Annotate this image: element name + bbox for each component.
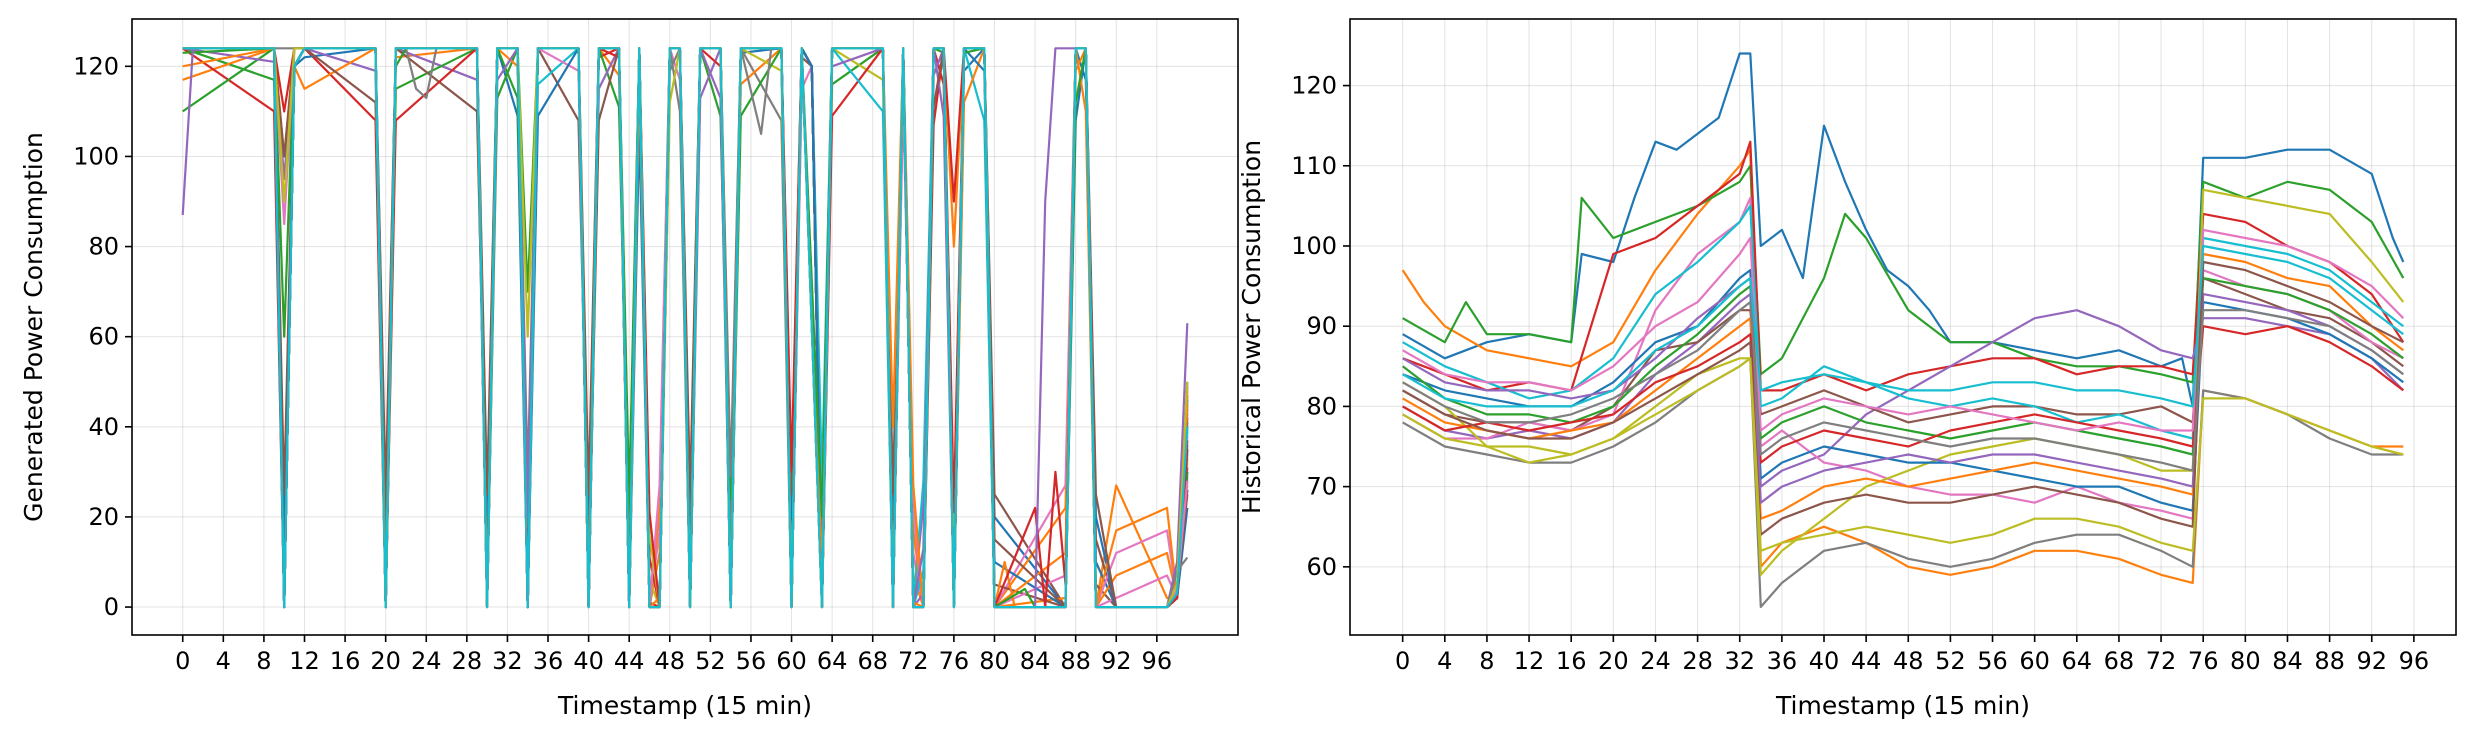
series-line (1402, 204, 2404, 440)
x-tick-label: 96 (2399, 647, 2430, 675)
x-tick-label: 16 (1556, 647, 1587, 675)
x-tick-label: 0 (1395, 647, 1410, 675)
y-tick-label: 70 (1306, 473, 1337, 501)
x-tick-label: 32 (1724, 647, 1755, 675)
y-axis-label: Historical Power Consumption (1237, 140, 1266, 514)
x-tick-label: 28 (1682, 647, 1713, 675)
x-tick-label: 76 (2188, 647, 2219, 675)
y-tick-label: 120 (1291, 72, 1337, 100)
series-line (1402, 164, 2405, 384)
x-tick-label: 60 (2019, 647, 2050, 675)
x-tick-label: 92 (1101, 647, 1132, 675)
x-tick-label: 64 (817, 647, 848, 675)
x-tick-label: 8 (256, 647, 271, 675)
series-line (1402, 277, 2404, 504)
plot-frame (1349, 18, 2457, 636)
x-tick-label: 40 (573, 647, 604, 675)
y-tick-label: 40 (88, 413, 119, 441)
x-tick-label: 52 (1935, 647, 1966, 675)
x-tick-label: 76 (939, 647, 970, 675)
x-tick-label: 60 (776, 647, 807, 675)
x-tick-label: 24 (1640, 647, 1671, 675)
x-tick-label: 32 (492, 647, 523, 675)
y-tick-label: 90 (1306, 312, 1337, 340)
x-tick-label: 56 (1977, 647, 2008, 675)
x-tick-label: 96 (1142, 647, 1173, 675)
x-tick-label: 4 (216, 647, 231, 675)
x-tick-label: 0 (175, 647, 190, 675)
x-tick-label: 72 (898, 647, 929, 675)
x-tick-label: 40 (1809, 647, 1840, 675)
x-axis-label: Timestamp (15 min) (557, 691, 812, 720)
x-tick-label: 64 (2062, 647, 2093, 675)
x-tick-label: 48 (655, 647, 686, 675)
series-line (1402, 325, 2404, 464)
x-tick-label: 52 (695, 647, 726, 675)
series-line (1402, 277, 2404, 456)
x-tick-label: 8 (1479, 647, 1494, 675)
x-tick-label: 88 (2314, 647, 2345, 675)
series-line (1402, 260, 2404, 536)
y-tick-label: 60 (1306, 553, 1337, 581)
series-line (182, 47, 1189, 609)
y-tick-label: 100 (1291, 232, 1337, 260)
series-line (1402, 140, 2405, 392)
x-tick-label: 12 (1514, 647, 1545, 675)
x-tick-label: 72 (2146, 647, 2177, 675)
x-tick-label: 20 (370, 647, 401, 675)
x-tick-label: 4 (1437, 647, 1452, 675)
generated-power-chart: 0 4 8 12 16 20 24 28 32 36 40 44 48 52 56 60 64 68 72 76 80 8… (19, 18, 1239, 720)
x-tick-label: 80 (979, 647, 1010, 675)
series-line (1402, 357, 2404, 608)
x-tick-label: 16 (330, 647, 361, 675)
y-tick-label: 0 (104, 593, 119, 621)
y-tick-label: 100 (73, 142, 119, 170)
x-tick-label: 56 (736, 647, 767, 675)
y-tick-label: 60 (88, 323, 119, 351)
y-tick-label: 80 (1306, 392, 1337, 420)
x-tick-label: 92 (2356, 647, 2387, 675)
x-axis-label: Timestamp (15 min) (1775, 691, 2030, 720)
series-line (1402, 228, 2405, 432)
x-tick-label: 24 (411, 647, 442, 675)
x-tick-label: 12 (289, 647, 320, 675)
x-tick-label: 68 (2104, 647, 2135, 675)
x-tick-label: 44 (1851, 647, 1882, 675)
plot-frame (131, 18, 1239, 636)
x-tick-label: 36 (1767, 647, 1798, 675)
series-line (1402, 252, 2404, 520)
historical-power-chart: 0 4 8 12 16 20 24 28 32 36 40 44 48 52 56 60 64 68 72 76 80 8… (1237, 18, 2457, 720)
x-tick-label: 28 (452, 647, 483, 675)
y-axis-label: Generated Power Consumption (19, 132, 48, 522)
x-tick-label: 88 (1060, 647, 1091, 675)
x-tick-label: 48 (1893, 647, 1924, 675)
x-tick-label: 84 (1020, 647, 1051, 675)
y-tick-label: 120 (73, 52, 119, 80)
series-line (1402, 357, 2404, 552)
x-tick-label: 20 (1598, 647, 1629, 675)
x-tick-label: 44 (614, 647, 645, 675)
series-line (1402, 301, 2404, 472)
x-tick-label: 84 (2272, 647, 2303, 675)
x-tick-label: 68 (857, 647, 888, 675)
x-tick-label: 80 (2230, 647, 2261, 675)
x-tick-label: 36 (533, 647, 564, 675)
y-tick-label: 110 (1291, 152, 1337, 180)
series-line (1402, 244, 2404, 408)
y-tick-label: 80 (88, 233, 119, 261)
y-tick-label: 20 (88, 503, 119, 531)
